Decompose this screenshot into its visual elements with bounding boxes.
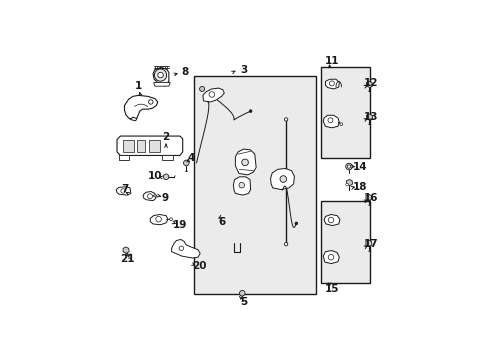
Polygon shape	[153, 68, 168, 86]
Ellipse shape	[345, 163, 352, 170]
Ellipse shape	[241, 159, 248, 166]
Text: 4: 4	[187, 153, 194, 163]
Ellipse shape	[294, 222, 297, 225]
Bar	[149, 140, 160, 152]
Text: 7: 7	[121, 184, 128, 194]
Ellipse shape	[179, 246, 183, 251]
Polygon shape	[171, 239, 200, 258]
Polygon shape	[153, 82, 170, 86]
Text: 3: 3	[240, 64, 247, 75]
Polygon shape	[203, 88, 224, 102]
Ellipse shape	[327, 118, 332, 123]
Ellipse shape	[154, 69, 166, 81]
Bar	[137, 140, 144, 152]
Text: 10: 10	[147, 171, 162, 181]
Polygon shape	[153, 195, 157, 197]
Ellipse shape	[345, 183, 348, 186]
Polygon shape	[324, 215, 339, 226]
Polygon shape	[124, 95, 158, 120]
Polygon shape	[150, 215, 168, 225]
Bar	[321, 201, 369, 283]
Text: 2: 2	[162, 132, 169, 143]
Text: 1: 1	[135, 81, 142, 91]
Text: 16: 16	[363, 193, 378, 203]
Ellipse shape	[163, 174, 168, 180]
Bar	[123, 140, 133, 152]
Polygon shape	[123, 247, 129, 253]
Polygon shape	[235, 149, 256, 175]
Ellipse shape	[327, 217, 333, 223]
Ellipse shape	[249, 110, 251, 112]
Polygon shape	[270, 168, 294, 190]
Ellipse shape	[147, 194, 152, 199]
Polygon shape	[366, 114, 372, 120]
Bar	[321, 67, 369, 158]
Ellipse shape	[328, 81, 334, 86]
Text: 20: 20	[192, 261, 206, 271]
Polygon shape	[162, 156, 173, 159]
Text: 5: 5	[240, 297, 247, 307]
Ellipse shape	[327, 255, 333, 260]
Ellipse shape	[284, 243, 287, 246]
Polygon shape	[346, 180, 352, 186]
Polygon shape	[365, 240, 371, 247]
Text: 9: 9	[161, 193, 168, 203]
Ellipse shape	[169, 218, 172, 221]
Ellipse shape	[339, 123, 342, 126]
Text: 11: 11	[325, 56, 339, 66]
Ellipse shape	[208, 92, 214, 97]
Polygon shape	[366, 81, 372, 87]
Ellipse shape	[239, 183, 244, 188]
Text: 8: 8	[182, 67, 189, 77]
Polygon shape	[119, 156, 128, 159]
Ellipse shape	[158, 72, 163, 78]
Ellipse shape	[148, 100, 153, 104]
Bar	[193, 76, 315, 294]
Text: 19: 19	[172, 220, 187, 230]
Polygon shape	[325, 79, 339, 89]
Ellipse shape	[183, 160, 189, 166]
Text: 12: 12	[363, 78, 378, 89]
Text: 17: 17	[363, 239, 378, 249]
Polygon shape	[143, 192, 156, 201]
Ellipse shape	[121, 189, 125, 193]
Ellipse shape	[346, 165, 350, 168]
Text: 6: 6	[218, 217, 224, 227]
Polygon shape	[233, 177, 250, 195]
Ellipse shape	[199, 86, 204, 91]
Text: 13: 13	[363, 112, 378, 122]
Ellipse shape	[280, 176, 286, 183]
Ellipse shape	[239, 291, 244, 296]
Ellipse shape	[156, 216, 161, 222]
Polygon shape	[130, 117, 137, 121]
Polygon shape	[323, 115, 339, 128]
Text: 14: 14	[352, 162, 366, 172]
Text: 15: 15	[325, 284, 339, 293]
Text: 18: 18	[352, 183, 366, 192]
Text: 21: 21	[120, 255, 134, 264]
Polygon shape	[323, 251, 339, 264]
Polygon shape	[365, 194, 371, 201]
Ellipse shape	[284, 118, 287, 121]
Polygon shape	[117, 136, 183, 156]
Polygon shape	[116, 187, 131, 195]
